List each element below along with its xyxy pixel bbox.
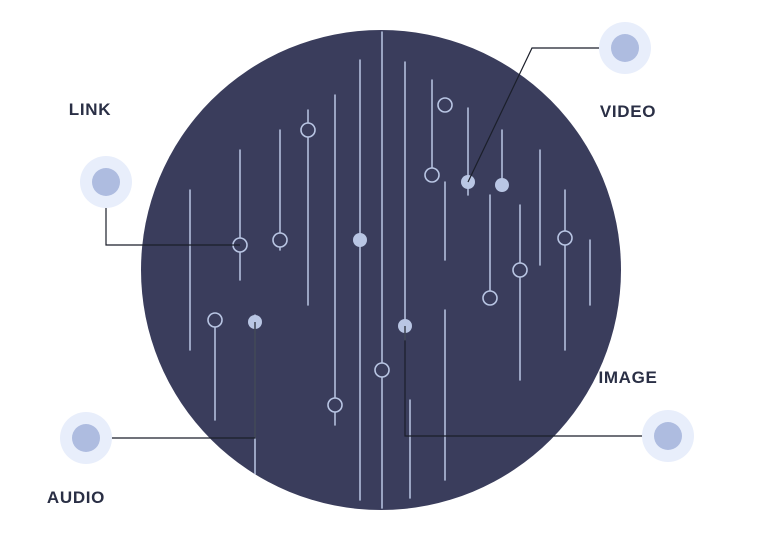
callout-bubble-image xyxy=(642,410,694,462)
dot-marker xyxy=(353,233,367,247)
callout-label-link: LINK xyxy=(69,100,111,120)
callout-label-video: VIDEO xyxy=(600,102,656,122)
dot-marker xyxy=(495,178,509,192)
ring-marker xyxy=(273,233,287,247)
callout-bubble-audio xyxy=(60,412,112,464)
callout-label-audio: AUDIO xyxy=(47,488,105,508)
callout-bubble-video xyxy=(599,22,651,74)
ring-marker xyxy=(208,313,222,327)
bubble-inner-icon xyxy=(72,424,100,452)
ring-marker xyxy=(301,123,315,137)
ring-marker xyxy=(438,98,452,112)
ring-marker xyxy=(513,263,527,277)
ring-marker xyxy=(375,363,389,377)
ring-marker xyxy=(328,398,342,412)
ring-marker xyxy=(558,231,572,245)
ring-marker xyxy=(483,291,497,305)
bubble-inner-icon xyxy=(654,422,682,450)
ring-marker xyxy=(425,168,439,182)
bubble-inner-icon xyxy=(611,34,639,62)
callout-label-image: IMAGE xyxy=(598,368,657,388)
bubble-inner-icon xyxy=(92,168,120,196)
media-diagram xyxy=(0,0,762,540)
callout-bubble-link xyxy=(80,156,132,208)
